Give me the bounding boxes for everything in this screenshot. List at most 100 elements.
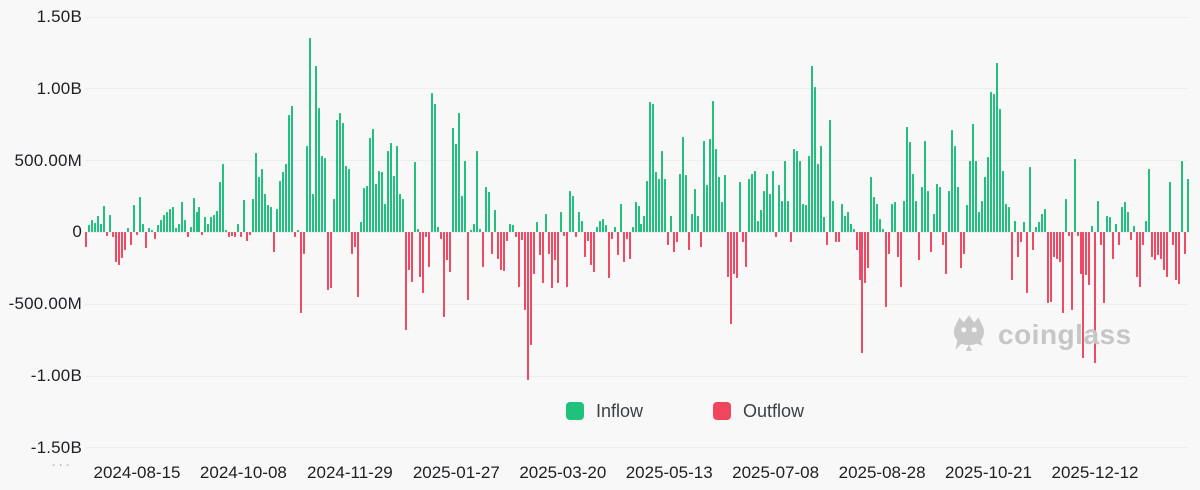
inflow-bar[interactable] xyxy=(1022,222,1025,233)
outflow-bar[interactable] xyxy=(897,232,900,258)
inflow-bar[interactable] xyxy=(243,200,246,233)
inflow-bar[interactable] xyxy=(903,200,906,233)
inflow-bar[interactable] xyxy=(126,228,129,233)
outflow-bar[interactable] xyxy=(541,232,544,284)
outflow-bar[interactable] xyxy=(153,232,156,239)
outflow-bar[interactable] xyxy=(565,232,568,287)
inflow-bar[interactable] xyxy=(771,170,774,233)
outflow-bar[interactable] xyxy=(120,232,123,259)
inflow-bar[interactable] xyxy=(437,226,440,233)
inflow-bar[interactable] xyxy=(171,207,174,233)
outflow-bar[interactable] xyxy=(353,232,356,247)
inflow-bar[interactable] xyxy=(276,208,279,233)
inflow-bar[interactable] xyxy=(873,197,876,233)
inflow-bar[interactable] xyxy=(270,207,273,233)
outflow-bar[interactable] xyxy=(1055,232,1058,259)
inflow-bar[interactable] xyxy=(401,198,404,233)
inflow-bar[interactable] xyxy=(652,103,655,233)
outflow-bar[interactable] xyxy=(616,232,619,256)
inflow-bar[interactable] xyxy=(983,177,986,233)
inflow-bar[interactable] xyxy=(512,225,515,233)
outflow-bar[interactable] xyxy=(592,232,595,272)
inflow-bar[interactable] xyxy=(359,222,362,233)
inflow-bar[interactable] xyxy=(810,65,813,233)
outflow-bar[interactable] xyxy=(410,232,413,282)
outflow-bar[interactable] xyxy=(625,232,628,239)
inflow-bar[interactable] xyxy=(279,180,282,233)
inflow-bar[interactable] xyxy=(383,203,386,233)
outflow-bar[interactable] xyxy=(356,232,359,297)
inflow-bar[interactable] xyxy=(709,138,712,233)
inflow-bar[interactable] xyxy=(828,120,831,233)
outflow-bar[interactable] xyxy=(1085,232,1088,276)
outflow-bar[interactable] xyxy=(518,232,521,287)
outflow-bar[interactable] xyxy=(1049,232,1052,302)
outflow-bar[interactable] xyxy=(676,232,679,242)
outflow-bar[interactable] xyxy=(960,232,963,269)
inflow-bar[interactable] xyxy=(768,193,771,233)
inflow-bar[interactable] xyxy=(879,218,882,233)
inflow-bar[interactable] xyxy=(971,124,974,233)
outflow-bar[interactable] xyxy=(1058,232,1061,262)
outflow-bar[interactable] xyxy=(562,232,565,236)
inflow-bar[interactable] xyxy=(852,228,855,233)
inflow-bar[interactable] xyxy=(792,149,795,233)
inflow-bar[interactable] xyxy=(132,205,135,233)
inflow-bar[interactable] xyxy=(434,103,437,233)
outflow-bar[interactable] xyxy=(885,232,888,308)
outflow-bar[interactable] xyxy=(1112,232,1115,259)
inflow-bar[interactable] xyxy=(368,137,371,233)
inflow-bar[interactable] xyxy=(840,203,843,233)
inflow-bar[interactable] xyxy=(992,94,995,233)
outflow-bar[interactable] xyxy=(85,232,87,247)
inflow-bar[interactable] xyxy=(715,149,718,233)
outflow-bar[interactable] xyxy=(234,232,237,237)
inflow-bar[interactable] xyxy=(479,228,482,233)
outflow-bar[interactable] xyxy=(727,232,730,277)
outflow-bar[interactable] xyxy=(231,232,234,236)
inflow-bar[interactable] xyxy=(974,160,977,233)
inflow-bar[interactable] xyxy=(831,200,834,233)
inflow-bar[interactable] xyxy=(995,63,998,233)
outflow-bar[interactable] xyxy=(449,232,452,272)
outflow-bar[interactable] xyxy=(1100,232,1103,246)
inflow-bar[interactable] xyxy=(894,202,897,233)
inflow-bar[interactable] xyxy=(1007,207,1010,233)
inflow-bar[interactable] xyxy=(485,187,488,233)
outflow-bar[interactable] xyxy=(673,232,676,253)
outflow-bar[interactable] xyxy=(527,232,529,381)
outflow-bar[interactable] xyxy=(135,232,138,236)
outflow-bar[interactable] xyxy=(628,232,631,259)
inflow-bar[interactable] xyxy=(213,214,216,233)
inflow-bar[interactable] xyxy=(969,160,971,233)
outflow-bar[interactable] xyxy=(443,232,446,318)
inflow-bar[interactable] xyxy=(344,165,347,233)
inflow-bar[interactable] xyxy=(936,184,939,233)
outflow-bar[interactable] xyxy=(1067,232,1070,236)
outflow-bar[interactable] xyxy=(538,232,541,256)
inflow-bar[interactable] xyxy=(909,142,912,233)
outflow-bar[interactable] xyxy=(867,232,870,269)
inflow-bar[interactable] xyxy=(718,177,721,233)
outflow-bar[interactable] xyxy=(1139,232,1142,287)
outflow-bar[interactable] xyxy=(1019,232,1022,242)
outflow-bar[interactable] xyxy=(144,232,147,249)
outflow-bar[interactable] xyxy=(888,232,891,254)
inflow-bar[interactable] xyxy=(637,205,640,233)
inflow-bar[interactable] xyxy=(777,185,780,233)
inflow-bar[interactable] xyxy=(255,153,258,233)
outflow-bar[interactable] xyxy=(329,232,332,289)
inflow-bar[interactable] xyxy=(1004,203,1007,233)
inflow-bar[interactable] xyxy=(1121,207,1124,233)
inflow-bar[interactable] xyxy=(320,156,323,233)
inflow-bar[interactable] xyxy=(706,185,709,233)
inflow-bar[interactable] xyxy=(156,224,159,233)
inflow-bar[interactable] xyxy=(640,223,643,233)
outflow-bar[interactable] xyxy=(930,232,933,253)
inflow-bar[interactable] xyxy=(222,163,225,233)
inflow-bar[interactable] xyxy=(380,172,383,233)
inflow-bar[interactable] xyxy=(177,223,180,233)
outflow-bar[interactable] xyxy=(532,232,535,274)
outflow-bar[interactable] xyxy=(350,232,353,254)
inflow-bar[interactable] xyxy=(756,220,759,233)
